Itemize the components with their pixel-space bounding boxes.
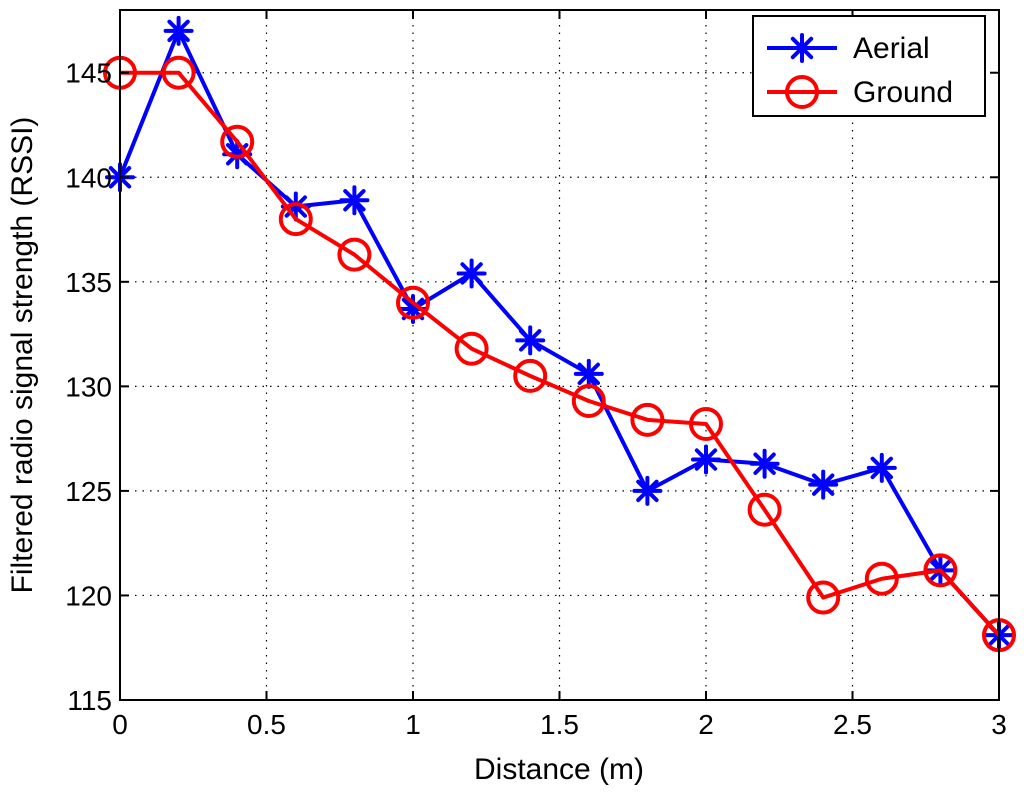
y-tick-label: 140 bbox=[65, 162, 112, 193]
legend-label: Aerial bbox=[853, 32, 930, 65]
series-line-ground bbox=[120, 70, 1001, 637]
data-point-aerial bbox=[515, 325, 546, 356]
x-tick-label: 1.5 bbox=[540, 709, 579, 740]
y-tick-label: 115 bbox=[67, 685, 112, 716]
legend-marker-circle bbox=[785, 75, 819, 109]
x-tick-label: 3 bbox=[991, 709, 1007, 740]
data-point-ground bbox=[220, 124, 255, 159]
x-axis-label: Distance (m) bbox=[474, 753, 644, 786]
data-point-ground bbox=[747, 492, 782, 527]
y-tick-label: 125 bbox=[65, 476, 112, 507]
y-tick-label: 130 bbox=[65, 371, 112, 402]
series-layer bbox=[103, 15, 1016, 653]
data-point-ground bbox=[689, 407, 723, 441]
data-point-ground bbox=[396, 285, 430, 320]
data-point-aerial bbox=[456, 258, 487, 289]
x-tick-label: 2 bbox=[698, 709, 714, 740]
axis-ticks: 0 0.5 1 1.5 2 2.5 3 115 120 125 130 135 140 145 bbox=[65, 10, 1007, 740]
x-tick-label: 1 bbox=[405, 709, 421, 740]
data-point-ground bbox=[630, 402, 665, 437]
data-point-ground bbox=[571, 384, 606, 418]
legend: Aerial Ground bbox=[752, 15, 986, 117]
legend-item-ground: Ground bbox=[767, 75, 953, 109]
data-point-aerial bbox=[749, 448, 780, 479]
x-tick-label: 2.5 bbox=[833, 709, 872, 740]
data-point-ground bbox=[337, 237, 372, 272]
data-point-aerial bbox=[691, 444, 721, 475]
x-tick-label: 0 bbox=[112, 709, 128, 740]
data-point-aerial bbox=[573, 358, 604, 389]
data-point-aerial bbox=[808, 469, 839, 500]
y-tick-label: 145 bbox=[65, 58, 112, 89]
data-point-ground bbox=[278, 202, 313, 237]
data-point-ground bbox=[806, 580, 841, 615]
y-axis-label: Filtered radio signal strength (RSSI) bbox=[6, 117, 39, 594]
data-point-ground bbox=[923, 553, 958, 588]
data-point-ground bbox=[454, 331, 489, 366]
legend-box bbox=[752, 15, 986, 117]
data-point-ground bbox=[864, 561, 899, 596]
data-point-ground bbox=[513, 358, 548, 393]
data-point-aerial bbox=[163, 15, 194, 46]
legend-item-aerial: Aerial bbox=[767, 32, 930, 65]
y-tick-label: 120 bbox=[65, 580, 112, 611]
data-point-ground bbox=[161, 55, 196, 90]
legend-marker-asterisk bbox=[787, 33, 817, 63]
y-tick-label: 135 bbox=[65, 267, 112, 298]
x-tick-label: 0.5 bbox=[247, 709, 286, 740]
data-point-aerial bbox=[339, 185, 370, 216]
legend-label: Ground bbox=[853, 76, 953, 109]
data-point-aerial bbox=[632, 475, 663, 506]
data-point-aerial bbox=[866, 452, 897, 483]
